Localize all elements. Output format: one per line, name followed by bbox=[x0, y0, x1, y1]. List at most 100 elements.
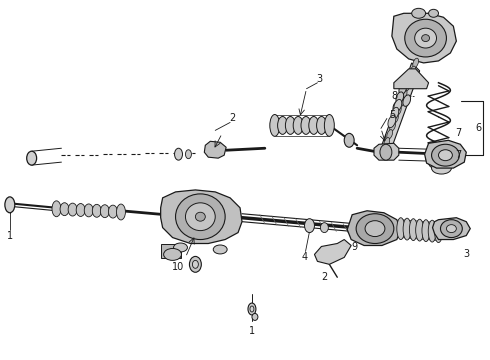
Ellipse shape bbox=[185, 150, 192, 159]
Ellipse shape bbox=[384, 138, 390, 147]
Ellipse shape bbox=[68, 203, 77, 216]
Ellipse shape bbox=[428, 220, 436, 242]
Ellipse shape bbox=[174, 148, 182, 160]
Ellipse shape bbox=[432, 162, 451, 174]
Ellipse shape bbox=[190, 256, 201, 272]
Text: 7: 7 bbox=[455, 150, 462, 160]
Ellipse shape bbox=[270, 114, 280, 136]
Ellipse shape bbox=[412, 8, 426, 18]
Ellipse shape bbox=[380, 144, 392, 160]
Ellipse shape bbox=[395, 106, 401, 115]
Ellipse shape bbox=[387, 130, 392, 139]
Ellipse shape bbox=[435, 221, 442, 243]
Text: 2: 2 bbox=[229, 113, 235, 123]
Ellipse shape bbox=[108, 205, 118, 218]
Ellipse shape bbox=[390, 122, 395, 131]
Ellipse shape bbox=[344, 133, 354, 147]
Ellipse shape bbox=[175, 194, 225, 239]
Ellipse shape bbox=[60, 203, 69, 216]
Ellipse shape bbox=[52, 201, 61, 217]
Ellipse shape bbox=[393, 101, 401, 112]
Ellipse shape bbox=[305, 219, 315, 233]
Text: 1: 1 bbox=[249, 326, 255, 336]
Polygon shape bbox=[425, 140, 466, 168]
Ellipse shape bbox=[193, 260, 198, 268]
Ellipse shape bbox=[252, 314, 258, 320]
Polygon shape bbox=[374, 143, 399, 160]
Polygon shape bbox=[161, 190, 242, 243]
Ellipse shape bbox=[100, 205, 109, 218]
Ellipse shape bbox=[248, 303, 256, 315]
Text: 6: 6 bbox=[475, 123, 481, 134]
Ellipse shape bbox=[365, 221, 385, 237]
Ellipse shape bbox=[76, 203, 85, 216]
Polygon shape bbox=[392, 13, 456, 63]
Ellipse shape bbox=[398, 98, 404, 107]
Ellipse shape bbox=[320, 223, 328, 233]
Ellipse shape bbox=[250, 306, 254, 312]
Text: 3: 3 bbox=[317, 74, 322, 84]
Ellipse shape bbox=[403, 218, 411, 240]
Ellipse shape bbox=[285, 117, 295, 134]
Text: 2: 2 bbox=[321, 272, 327, 282]
Text: 5: 5 bbox=[389, 109, 395, 120]
Ellipse shape bbox=[381, 145, 387, 155]
Text: 3: 3 bbox=[463, 249, 469, 260]
Ellipse shape bbox=[429, 157, 448, 169]
Ellipse shape bbox=[5, 197, 15, 213]
Ellipse shape bbox=[173, 243, 188, 252]
Ellipse shape bbox=[391, 107, 399, 120]
Text: 4: 4 bbox=[301, 252, 308, 262]
Text: 7: 7 bbox=[455, 129, 462, 138]
Ellipse shape bbox=[394, 99, 402, 112]
Ellipse shape bbox=[92, 204, 101, 217]
Ellipse shape bbox=[426, 152, 445, 164]
Text: 1: 1 bbox=[7, 230, 13, 240]
Ellipse shape bbox=[441, 220, 462, 238]
Ellipse shape bbox=[409, 219, 417, 240]
Ellipse shape bbox=[415, 28, 437, 48]
Text: 9: 9 bbox=[351, 243, 357, 252]
Ellipse shape bbox=[213, 245, 227, 254]
Ellipse shape bbox=[413, 58, 418, 68]
Ellipse shape bbox=[439, 150, 452, 161]
Text: 10: 10 bbox=[172, 262, 185, 272]
Ellipse shape bbox=[410, 66, 416, 76]
Ellipse shape bbox=[432, 144, 459, 166]
Polygon shape bbox=[394, 69, 429, 89]
Ellipse shape bbox=[392, 114, 398, 123]
Ellipse shape bbox=[405, 19, 446, 57]
Ellipse shape bbox=[26, 151, 37, 165]
Ellipse shape bbox=[396, 92, 404, 103]
Ellipse shape bbox=[356, 214, 394, 243]
Polygon shape bbox=[347, 211, 401, 246]
Text: 8: 8 bbox=[392, 91, 398, 101]
Ellipse shape bbox=[403, 95, 411, 106]
Ellipse shape bbox=[164, 248, 181, 260]
Ellipse shape bbox=[117, 204, 125, 220]
Ellipse shape bbox=[388, 115, 396, 128]
Ellipse shape bbox=[429, 9, 439, 17]
Ellipse shape bbox=[404, 82, 410, 91]
Ellipse shape bbox=[446, 225, 456, 233]
Ellipse shape bbox=[397, 218, 405, 239]
Polygon shape bbox=[433, 218, 470, 239]
Ellipse shape bbox=[185, 203, 215, 231]
Ellipse shape bbox=[196, 212, 205, 221]
Polygon shape bbox=[204, 141, 226, 158]
Ellipse shape bbox=[407, 74, 413, 84]
Bar bbox=[161, 243, 180, 258]
Ellipse shape bbox=[401, 90, 407, 99]
Ellipse shape bbox=[317, 117, 326, 134]
Polygon shape bbox=[380, 63, 419, 158]
Ellipse shape bbox=[324, 114, 334, 136]
Ellipse shape bbox=[84, 204, 93, 217]
Ellipse shape bbox=[422, 220, 430, 242]
Ellipse shape bbox=[309, 117, 318, 134]
Ellipse shape bbox=[416, 219, 424, 241]
Polygon shape bbox=[315, 239, 351, 264]
Ellipse shape bbox=[301, 117, 311, 134]
Ellipse shape bbox=[293, 117, 303, 134]
Ellipse shape bbox=[421, 35, 430, 41]
Ellipse shape bbox=[278, 117, 288, 134]
